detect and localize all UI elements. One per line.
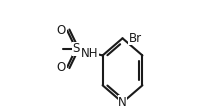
Text: N: N bbox=[118, 96, 127, 109]
Text: NH: NH bbox=[81, 47, 98, 60]
Text: S: S bbox=[72, 42, 80, 55]
Text: O: O bbox=[57, 24, 66, 37]
Text: O: O bbox=[57, 61, 66, 74]
Text: Br: Br bbox=[129, 32, 142, 45]
